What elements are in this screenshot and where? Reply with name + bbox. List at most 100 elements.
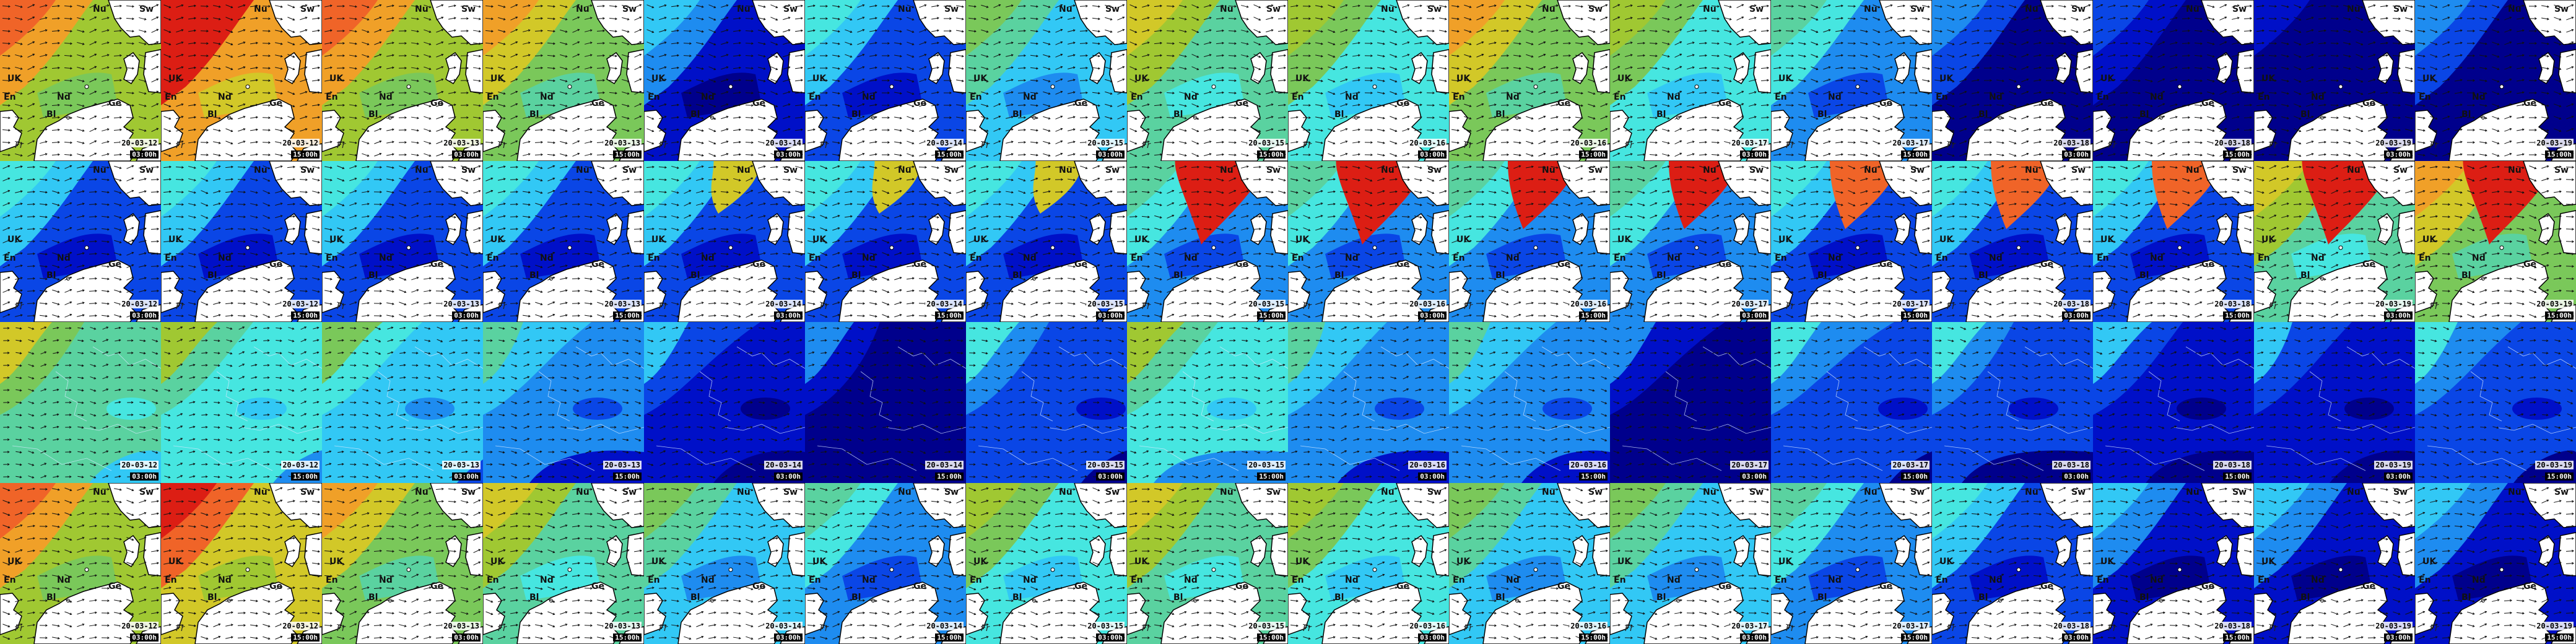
place-label-en: En [970, 254, 982, 263]
map-tile-row-1-12[interactable]: Nu Sw UK Nd Ge En Bl Fr 20-03-17 15:00h [1771, 0, 1932, 161]
map-tile-row-3-5[interactable]: 20-03-14 03:00h [644, 322, 805, 483]
map-tile-row-2-6[interactable]: Nu Sw UK Nd Ge En Bl Fr 20-03-14 15:00h [805, 161, 966, 322]
map-tile-row-1-16[interactable]: Nu Sw UK Nd Ge En Bl Fr 20-03-19 15:00h [2415, 0, 2576, 161]
map-tile-row-1-10[interactable]: Nu Sw UK Nd Ge En Bl Fr 20-03-16 15:00h [1449, 0, 1610, 161]
map-tile-row-4-16[interactable]: Nu Sw UK Nd Ge En Bl Fr 20-03-19 15:00h [2415, 483, 2576, 644]
map-tile-row-1-9[interactable]: Nu Sw UK Nd Ge En Bl Fr 20-03-16 03:00h [1288, 0, 1449, 161]
map-tile-row-1-2[interactable]: Nu Sw UK Nd Ge En Bl Fr 20-03-12 15:00h [161, 0, 322, 161]
place-label-fr: Fr [1947, 302, 1956, 311]
map-tile-row-2-13[interactable]: Nu Sw UK Nd Ge En Bl Fr 20-03-18 03:00h [1932, 161, 2093, 322]
map-tile-row-2-3[interactable]: Nu Sw UK Nd Ge En Bl Fr 20-03-13 03:00h [322, 161, 483, 322]
timestamp: 20-03-14 03:00h [764, 622, 803, 642]
place-label-ge: Ge [2362, 99, 2375, 108]
place-label-en: En [2258, 254, 2270, 263]
place-label-nu: Nu [2186, 166, 2200, 175]
place-label-nu: Nu [1059, 5, 1073, 14]
place-label-ge: Ge [591, 99, 604, 108]
map-tile-row-4-4[interactable]: Nu Sw UK Nd Ge En Bl Fr 20-03-13 15:00h [483, 483, 644, 644]
map-tile-row-3-12[interactable]: 20-03-17 15:00h [1771, 322, 1932, 483]
place-label-fr: Fr [15, 624, 24, 633]
map-tile-row-1-3[interactable]: Nu Sw UK Nd Ge En Bl Fr 20-03-13 03:00h [322, 0, 483, 161]
map-tile-row-4-1[interactable]: Nu Sw UK Nd Ge En Bl Fr 20-03-12 03:00h [0, 483, 161, 644]
map-tile-row-4-5[interactable]: Nu Sw UK Nd Ge En Bl Fr 20-03-14 03:00h [644, 483, 805, 644]
wave-map [805, 483, 966, 644]
place-label-sw: Sw [1910, 488, 1925, 497]
map-tile-row-4-15[interactable]: Nu Sw UK Nd Ge En Bl Fr 20-03-19 03:00h [2254, 483, 2415, 644]
place-label-sw: Sw [944, 488, 959, 497]
map-tile-row-3-14[interactable]: 20-03-18 15:00h [2093, 322, 2254, 483]
place-label-nd: Nd [1184, 576, 1198, 585]
map-tile-row-1-1[interactable]: Nu Sw UK Nd Ge En Bl Fr 20-03-12 03:00h [0, 0, 161, 161]
map-tile-row-3-11[interactable]: 20-03-17 03:00h [1610, 322, 1771, 483]
place-label-fr: Fr [1142, 624, 1151, 633]
map-tile-row-3-15[interactable]: 20-03-19 03:00h [2254, 322, 2415, 483]
place-label-nu: Nu [254, 5, 268, 14]
map-tile-row-1-13[interactable]: Nu Sw UK Nd Ge En Bl Fr 20-03-18 03:00h [1932, 0, 2093, 161]
map-tile-row-2-11[interactable]: Nu Sw UK Nd Ge En Bl Fr 20-03-17 03:00h [1610, 161, 1771, 322]
timestamp-date: 20-03-18 [2052, 139, 2091, 147]
place-label-uk: UK [1617, 235, 1631, 244]
map-tile-row-1-7[interactable]: Nu Sw UK Nd Ge En Bl Fr 20-03-15 03:00h [966, 0, 1127, 161]
map-tile-row-1-14[interactable]: Nu Sw UK Nd Ge En Bl Fr 20-03-18 15:00h [2093, 0, 2254, 161]
map-tile-row-4-2[interactable]: Nu Sw UK Nd Ge En Bl Fr 20-03-12 15:00h [161, 483, 322, 644]
map-tile-row-3-3[interactable]: 20-03-13 03:00h [322, 322, 483, 483]
place-label-ge: Ge [1557, 260, 1570, 269]
map-tile-row-3-1[interactable]: 20-03-12 03:00h [0, 322, 161, 483]
timestamp-date: 20-03-17 [1891, 622, 1930, 630]
place-label-ge: Ge [1879, 582, 1892, 591]
wave-map [966, 322, 1127, 483]
map-tile-row-2-2[interactable]: Nu Sw UK Nd Ge En Bl Fr 20-03-12 15:00h [161, 161, 322, 322]
wave-map [2254, 0, 2415, 161]
map-tile-row-4-3[interactable]: Nu Sw UK Nd Ge En Bl Fr 20-03-13 03:00h [322, 483, 483, 644]
map-tile-row-2-12[interactable]: Nu Sw UK Nd Ge En Bl Fr 20-03-17 15:00h [1771, 161, 1932, 322]
map-tile-row-1-5[interactable]: Nu Sw UK Nd Ge En Bl Fr 20-03-14 03:00h [644, 0, 805, 161]
map-tile-row-2-8[interactable]: Nu Sw UK Nd Ge En Bl Fr 20-03-15 15:00h [1127, 161, 1288, 322]
map-tile-row-2-15[interactable]: Nu Sw UK Nd Ge En Bl Fr 20-03-19 03:00h [2254, 161, 2415, 322]
map-tile-row-2-14[interactable]: Nu Sw UK Nd Ge En Bl Fr 20-03-18 15:00h [2093, 161, 2254, 322]
map-tile-row-2-10[interactable]: Nu Sw UK Nd Ge En Bl Fr 20-03-16 15:00h [1449, 161, 1610, 322]
map-tile-row-3-7[interactable]: 20-03-15 03:00h [966, 322, 1127, 483]
place-label-nu: Nu [737, 488, 751, 497]
timestamp-time: 15:00h [1901, 633, 1930, 642]
map-tile-row-2-16[interactable]: Nu Sw UK Nd Ge En Bl Fr 20-03-19 15:00h [2415, 161, 2576, 322]
map-tile-row-3-16[interactable]: 20-03-19 15:00h [2415, 322, 2576, 483]
map-tile-row-1-8[interactable]: Nu Sw UK Nd Ge En Bl Fr 20-03-15 15:00h [1127, 0, 1288, 161]
map-tile-row-4-13[interactable]: Nu Sw UK Nd Ge En Bl Fr 20-03-18 03:00h [1932, 483, 2093, 644]
place-label-nu: Nu [2347, 5, 2361, 14]
map-tile-row-4-6[interactable]: Nu Sw UK Nd Ge En Bl Fr 20-03-14 15:00h [805, 483, 966, 644]
map-tile-row-4-14[interactable]: Nu Sw UK Nd Ge En Bl Fr 20-03-18 15:00h [2093, 483, 2254, 644]
timestamp-time: 03:00h [1740, 311, 1769, 320]
map-tile-row-3-9[interactable]: 20-03-16 03:00h [1288, 322, 1449, 483]
map-tile-row-2-9[interactable]: Nu Sw UK Nd Ge En Bl Fr 20-03-16 03:00h [1288, 161, 1449, 322]
map-tile-row-2-1[interactable]: Nu Sw UK Nd Ge En Bl Fr 20-03-12 03:00h [0, 161, 161, 322]
map-tile-row-2-5[interactable]: Nu Sw UK Nd Ge En Bl Fr 20-03-14 03:00h [644, 161, 805, 322]
map-tile-row-4-11[interactable]: Nu Sw UK Nd Ge En Bl Fr 20-03-17 03:00h [1610, 483, 1771, 644]
map-tile-row-3-6[interactable]: 20-03-14 15:00h [805, 322, 966, 483]
place-label-ge: Ge [1396, 582, 1409, 591]
place-label-nu: Nu [1703, 5, 1717, 14]
map-tile-row-2-4[interactable]: Nu Sw UK Nd Ge En Bl Fr 20-03-13 15:00h [483, 161, 644, 322]
map-tile-row-4-8[interactable]: Nu Sw UK Nd Ge En Bl Fr 20-03-15 15:00h [1127, 483, 1288, 644]
map-tile-row-1-15[interactable]: Nu Sw UK Nd Ge En Bl Fr 20-03-19 03:00h [2254, 0, 2415, 161]
map-tile-row-4-10[interactable]: Nu Sw UK Nd Ge En Bl Fr 20-03-16 15:00h [1449, 483, 1610, 644]
place-label-en: En [165, 576, 177, 585]
map-tile-row-4-9[interactable]: Nu Sw UK Nd Ge En Bl Fr 20-03-16 03:00h [1288, 483, 1449, 644]
map-tile-row-1-11[interactable]: Nu Sw UK Nd Ge En Bl Fr 20-03-17 03:00h [1610, 0, 1771, 161]
place-label-uk: UK [1134, 235, 1148, 244]
map-tile-row-3-10[interactable]: 20-03-16 15:00h [1449, 322, 1610, 483]
map-tile-row-2-7[interactable]: Nu Sw UK Nd Ge En Bl Fr 20-03-15 03:00h [966, 161, 1127, 322]
map-tile-row-4-12[interactable]: Nu Sw UK Nd Ge En Bl Fr 20-03-17 15:00h [1771, 483, 1932, 644]
map-tile-row-1-4[interactable]: Nu Sw UK Nd Ge En Bl Fr 20-03-13 15:00h [483, 0, 644, 161]
map-tile-row-3-8[interactable]: 20-03-15 15:00h [1127, 322, 1288, 483]
place-label-ge: Ge [2201, 582, 2214, 591]
place-label-bl: Bl [1495, 110, 1505, 119]
map-tile-row-4-7[interactable]: Nu Sw UK Nd Ge En Bl Fr 20-03-15 03:00h [966, 483, 1127, 644]
timestamp-date: 20-03-18 [2213, 622, 2252, 630]
timestamp: 20-03-16 03:00h [1408, 622, 1447, 642]
map-tile-row-3-4[interactable]: 20-03-13 15:00h [483, 322, 644, 483]
map-tile-row-1-6[interactable]: Nu Sw UK Nd Ge En Bl Fr 20-03-14 15:00h [805, 0, 966, 161]
place-label-uk: UK [168, 235, 182, 244]
map-tile-row-3-13[interactable]: 20-03-18 03:00h [1932, 322, 2093, 483]
map-tile-row-3-2[interactable]: 20-03-12 15:00h [161, 322, 322, 483]
timestamp: 20-03-15 03:00h [1086, 139, 1125, 159]
